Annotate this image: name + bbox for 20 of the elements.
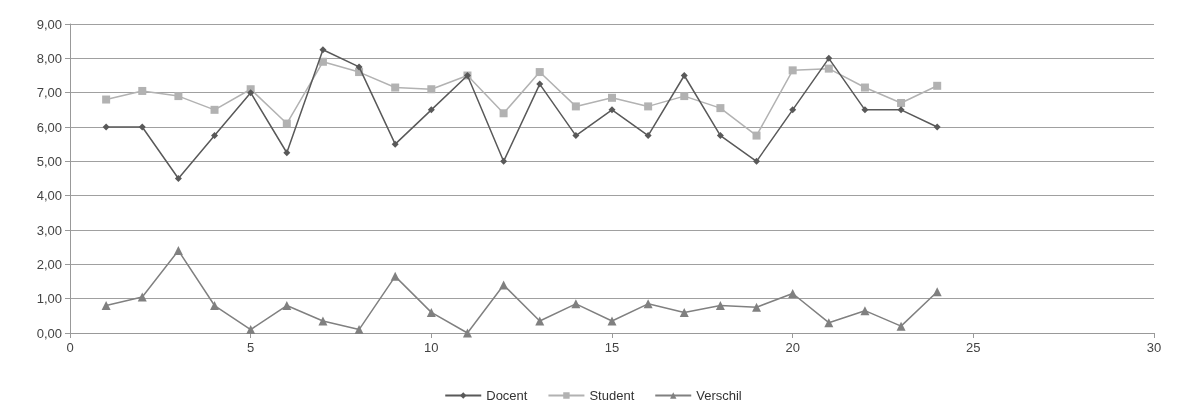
legend-label: Student [589, 388, 635, 403]
x-tick-label: 20 [785, 340, 800, 355]
x-tick-label: 30 [1146, 340, 1162, 355]
legend-label: Docent [486, 388, 528, 403]
x-tick-label: 15 [604, 340, 620, 355]
y-tick-label: 0,00 [36, 325, 62, 341]
y-tick-label: 1,00 [36, 291, 62, 307]
y-tick-label: 2,00 [36, 256, 62, 272]
legend-label: Verschil [696, 388, 742, 403]
y-tick-label: 4,00 [36, 188, 62, 204]
x-tick-label: 25 [966, 340, 981, 355]
y-tick-label: 5,00 [36, 153, 62, 169]
y-tick-label: 3,00 [36, 222, 62, 238]
y-tick-label: 9,00 [36, 16, 62, 32]
x-tick-label: 0 [66, 340, 74, 355]
y-tick-label: 6,00 [36, 119, 62, 135]
x-tick-label: 10 [424, 340, 439, 355]
x-tick-label: 5 [247, 340, 255, 355]
y-tick-label: 7,00 [36, 85, 62, 101]
y-tick-label: 8,00 [36, 50, 62, 66]
